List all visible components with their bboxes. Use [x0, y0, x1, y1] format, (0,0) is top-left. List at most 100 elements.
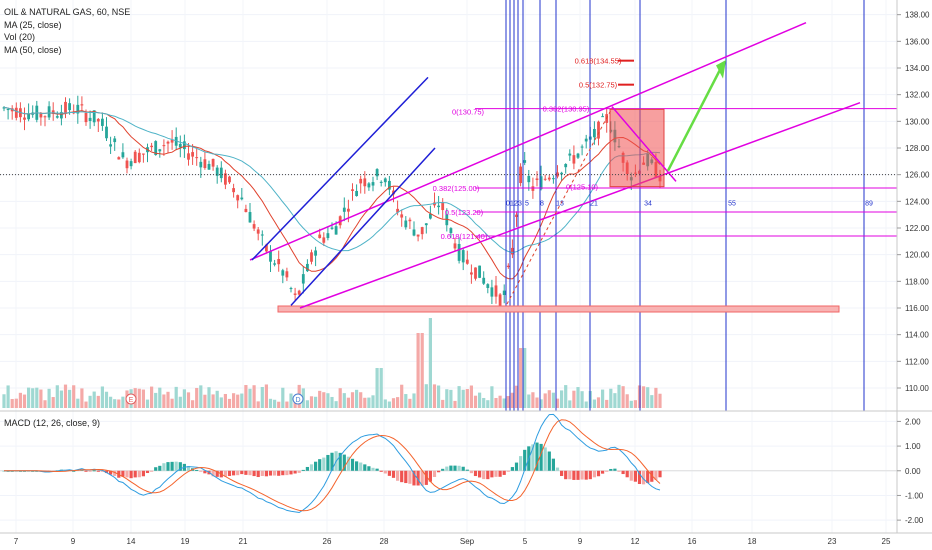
candle-body	[371, 182, 375, 186]
price-axis-label: 134.00	[905, 64, 930, 73]
macd-histogram-bar	[121, 470, 125, 477]
candle-body	[244, 208, 248, 213]
drawing-tools[interactable]	[0, 0, 897, 411]
candle-body	[408, 219, 412, 222]
macd-histogram-bar	[432, 470, 437, 477]
volume-bar	[473, 395, 478, 408]
time-axis-label: 23	[828, 537, 837, 546]
macd-histogram-bar	[445, 466, 449, 471]
legend-ma25[interactable]: MA (25, close)	[4, 19, 62, 30]
candle-body	[379, 181, 383, 183]
macd-histogram-bar	[568, 470, 572, 480]
candle-body	[240, 197, 244, 200]
volume-bar	[383, 399, 387, 408]
macd-axis-label: 1.00	[905, 442, 921, 451]
legend-macd[interactable]: MACD (12, 26, close, 9)	[4, 418, 101, 428]
macd-histogram-bar	[633, 470, 637, 482]
fib-time-count: 89	[865, 200, 873, 207]
macd-histogram-bar	[363, 464, 367, 471]
volume-bar	[523, 348, 527, 408]
macd-histogram-bar	[535, 442, 539, 471]
volume-bar	[43, 400, 47, 408]
candle-body	[572, 155, 576, 164]
candle-body	[289, 288, 293, 290]
volume-bar	[215, 390, 219, 408]
volume-bar	[334, 401, 338, 408]
volume-bar	[449, 389, 453, 408]
candle-body	[347, 208, 350, 212]
volume-bar	[342, 393, 346, 408]
volume-bar	[531, 392, 535, 408]
volume-bar	[260, 387, 264, 408]
volume-bar	[211, 394, 215, 408]
macd-histogram-bar	[482, 470, 486, 480]
macd-histogram-bar	[72, 470, 76, 472]
candle-body	[416, 234, 420, 237]
price-axis-label: 120.00	[905, 251, 930, 260]
volume-bar	[408, 398, 412, 408]
symbol-title[interactable]: OIL & NATURAL GAS, 60, NSE	[4, 7, 131, 17]
macd-histogram-bar	[355, 461, 359, 471]
volume-bar	[100, 386, 104, 408]
legend-ma50[interactable]: MA (50, close)	[4, 44, 62, 55]
volume-bar	[10, 398, 14, 408]
macd-histogram-bar	[637, 470, 642, 485]
candle-body	[482, 277, 486, 284]
candle-body	[269, 251, 272, 262]
candle-body	[260, 234, 264, 236]
volume-bar	[39, 389, 43, 408]
time-axis-label: 19	[181, 537, 190, 546]
macd-histogram-bar	[215, 470, 219, 477]
candle-body	[511, 247, 514, 255]
candle-body	[478, 265, 481, 278]
macd-histogram-bar	[453, 465, 457, 471]
candle-body	[121, 152, 125, 158]
candle-body	[219, 167, 223, 179]
volume-bar	[318, 390, 322, 408]
macd-histogram-bar	[273, 470, 277, 476]
candle-body	[429, 213, 432, 219]
legend-vol[interactable]: Vol (20)	[4, 32, 36, 42]
volume-bar	[457, 386, 461, 408]
volume-bar	[6, 385, 10, 408]
volume-bar	[605, 399, 609, 408]
macd-histogram-bar	[514, 462, 519, 471]
macd-histogram-bar	[342, 454, 346, 471]
volume-bar	[154, 392, 158, 408]
candle-body	[465, 259, 469, 264]
macd-histogram-bar	[305, 466, 309, 471]
macd-histogram-bar	[428, 470, 432, 482]
price-axis-label: 124.00	[905, 197, 930, 206]
price-axis-label: 138.00	[905, 11, 930, 20]
volume-bar	[510, 392, 514, 408]
candle-body	[215, 167, 219, 176]
candle-body	[6, 108, 10, 111]
candle-body	[162, 145, 166, 147]
macd-histogram-bar	[625, 470, 629, 478]
candle-body	[125, 160, 129, 169]
ma50-line	[3, 106, 661, 254]
macd-histogram-bar	[469, 470, 473, 474]
candle-body	[228, 176, 231, 183]
support-zone	[277, 305, 840, 313]
macd-histogram-bar	[84, 470, 88, 472]
macd-histogram-bar	[92, 470, 96, 472]
volume-bar	[629, 400, 633, 408]
volume-bar	[494, 397, 498, 408]
volume-bar	[424, 384, 428, 408]
price-axis-label: 112.00	[905, 357, 929, 366]
candle-body	[310, 252, 313, 262]
candle-body	[27, 113, 30, 120]
blue-channel-line	[251, 76, 429, 261]
macd-histogram-bar	[338, 452, 342, 471]
volume-bars	[2, 318, 662, 408]
candle-body	[404, 220, 408, 228]
macd-histogram-bar	[268, 470, 273, 476]
price-axis-label: 136.00	[905, 37, 930, 46]
macd-histogram-bar	[465, 469, 469, 471]
volume-bar	[338, 388, 342, 408]
time-axis-label: Sep	[460, 537, 475, 546]
volume-bar	[236, 394, 240, 408]
volume-bar	[289, 393, 293, 408]
